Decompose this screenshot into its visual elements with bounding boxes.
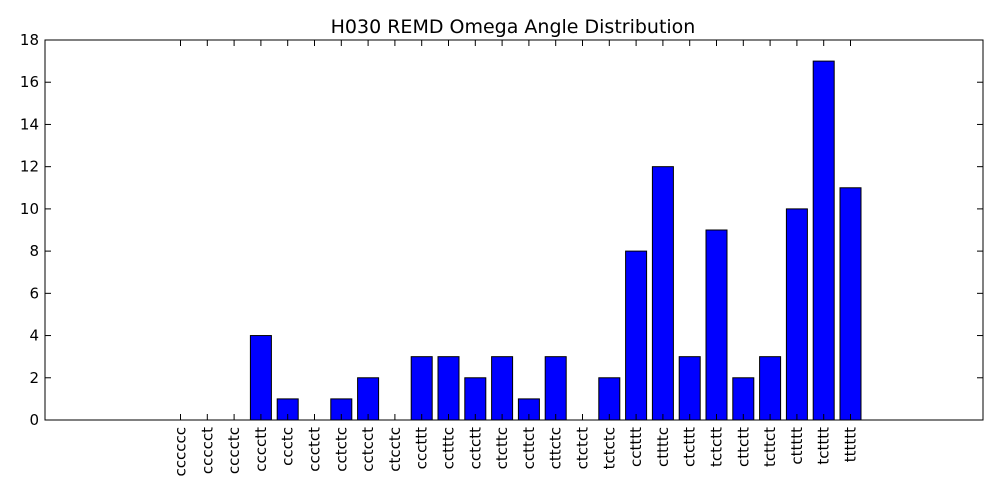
x-tick-label: cttctc: [547, 427, 565, 469]
y-tick-label: 18: [20, 31, 39, 49]
bar-tctctt: [705, 229, 728, 421]
x-tick-label: cctttc: [440, 427, 458, 469]
x-tick-label: cccccc: [172, 427, 190, 476]
bar-cctttc: [437, 356, 460, 421]
x-axis: cccccc ccccct cccctc cccctt ccctc ccctct cctct…: [172, 40, 860, 476]
bar-cttctc: [544, 356, 567, 421]
x-tick-label: cctctt: [466, 427, 484, 470]
plot-frame: [44, 39, 984, 421]
y-tick-label: 0: [29, 411, 39, 429]
chart-title: H030 REMD Omega Angle Distribution: [331, 16, 696, 38]
x-tick-label: tctttt: [815, 427, 833, 465]
bar-cctcct: [357, 377, 380, 421]
y-tick-label: 2: [29, 369, 39, 387]
y-axis: 0 2 4 6 8 10 12 14 16 18: [20, 31, 983, 429]
x-tick-label: ccttct: [520, 427, 538, 470]
bars-group: [249, 60, 862, 421]
x-tick-label: tcttct: [761, 427, 779, 467]
bar-cttttc: [651, 166, 674, 421]
bar-tcttct: [759, 356, 782, 421]
bar-cccctt: [249, 335, 272, 421]
x-tick-label: tttttt: [842, 427, 860, 462]
x-tick-label: cctctc: [332, 427, 350, 472]
x-tick-label: cctttt: [627, 427, 645, 467]
y-tick-label: 16: [20, 73, 39, 91]
y-tick-label: 14: [20, 115, 39, 133]
x-tick-label: ctctct: [574, 427, 592, 470]
bar-cctttt: [625, 250, 648, 421]
x-tick-label: cctcct: [359, 427, 377, 472]
y-tick-label: 10: [20, 200, 39, 218]
x-tick-label: cccctc: [225, 427, 243, 474]
x-tick-label: cccttt: [413, 427, 431, 470]
x-tick-label: cttttc: [654, 427, 672, 467]
bar-ctcttt: [678, 356, 701, 421]
x-tick-label: ccctct: [306, 427, 324, 472]
bar-cttctt: [732, 377, 755, 421]
x-tick-label: ctcttc: [493, 427, 511, 469]
x-tick-label: ccctc: [279, 427, 297, 466]
y-tick-label: 6: [29, 284, 39, 302]
x-tick-label: cttttt: [788, 427, 806, 465]
bar-cttttt: [785, 208, 808, 421]
bar-tctctc: [598, 377, 621, 421]
x-tick-label: ctcttt: [681, 427, 699, 467]
x-tick-label: ctcctc: [386, 427, 404, 472]
y-tick-label: 12: [20, 158, 39, 176]
bar-cctctt: [464, 377, 487, 421]
y-tick-label: 4: [29, 327, 39, 345]
y-tick-label: 8: [29, 242, 39, 260]
bar-ctcttc: [491, 356, 514, 421]
bar-tttttt: [839, 187, 862, 421]
x-tick-label: tctctc: [600, 427, 618, 469]
bar-tctttt: [812, 60, 835, 421]
x-tick-label: cccctt: [252, 427, 270, 472]
x-tick-label: cttctt: [734, 427, 752, 467]
bar-cccttt: [410, 356, 433, 421]
x-tick-label: tctctt: [708, 427, 726, 467]
x-tick-label: ccccct: [198, 427, 216, 474]
